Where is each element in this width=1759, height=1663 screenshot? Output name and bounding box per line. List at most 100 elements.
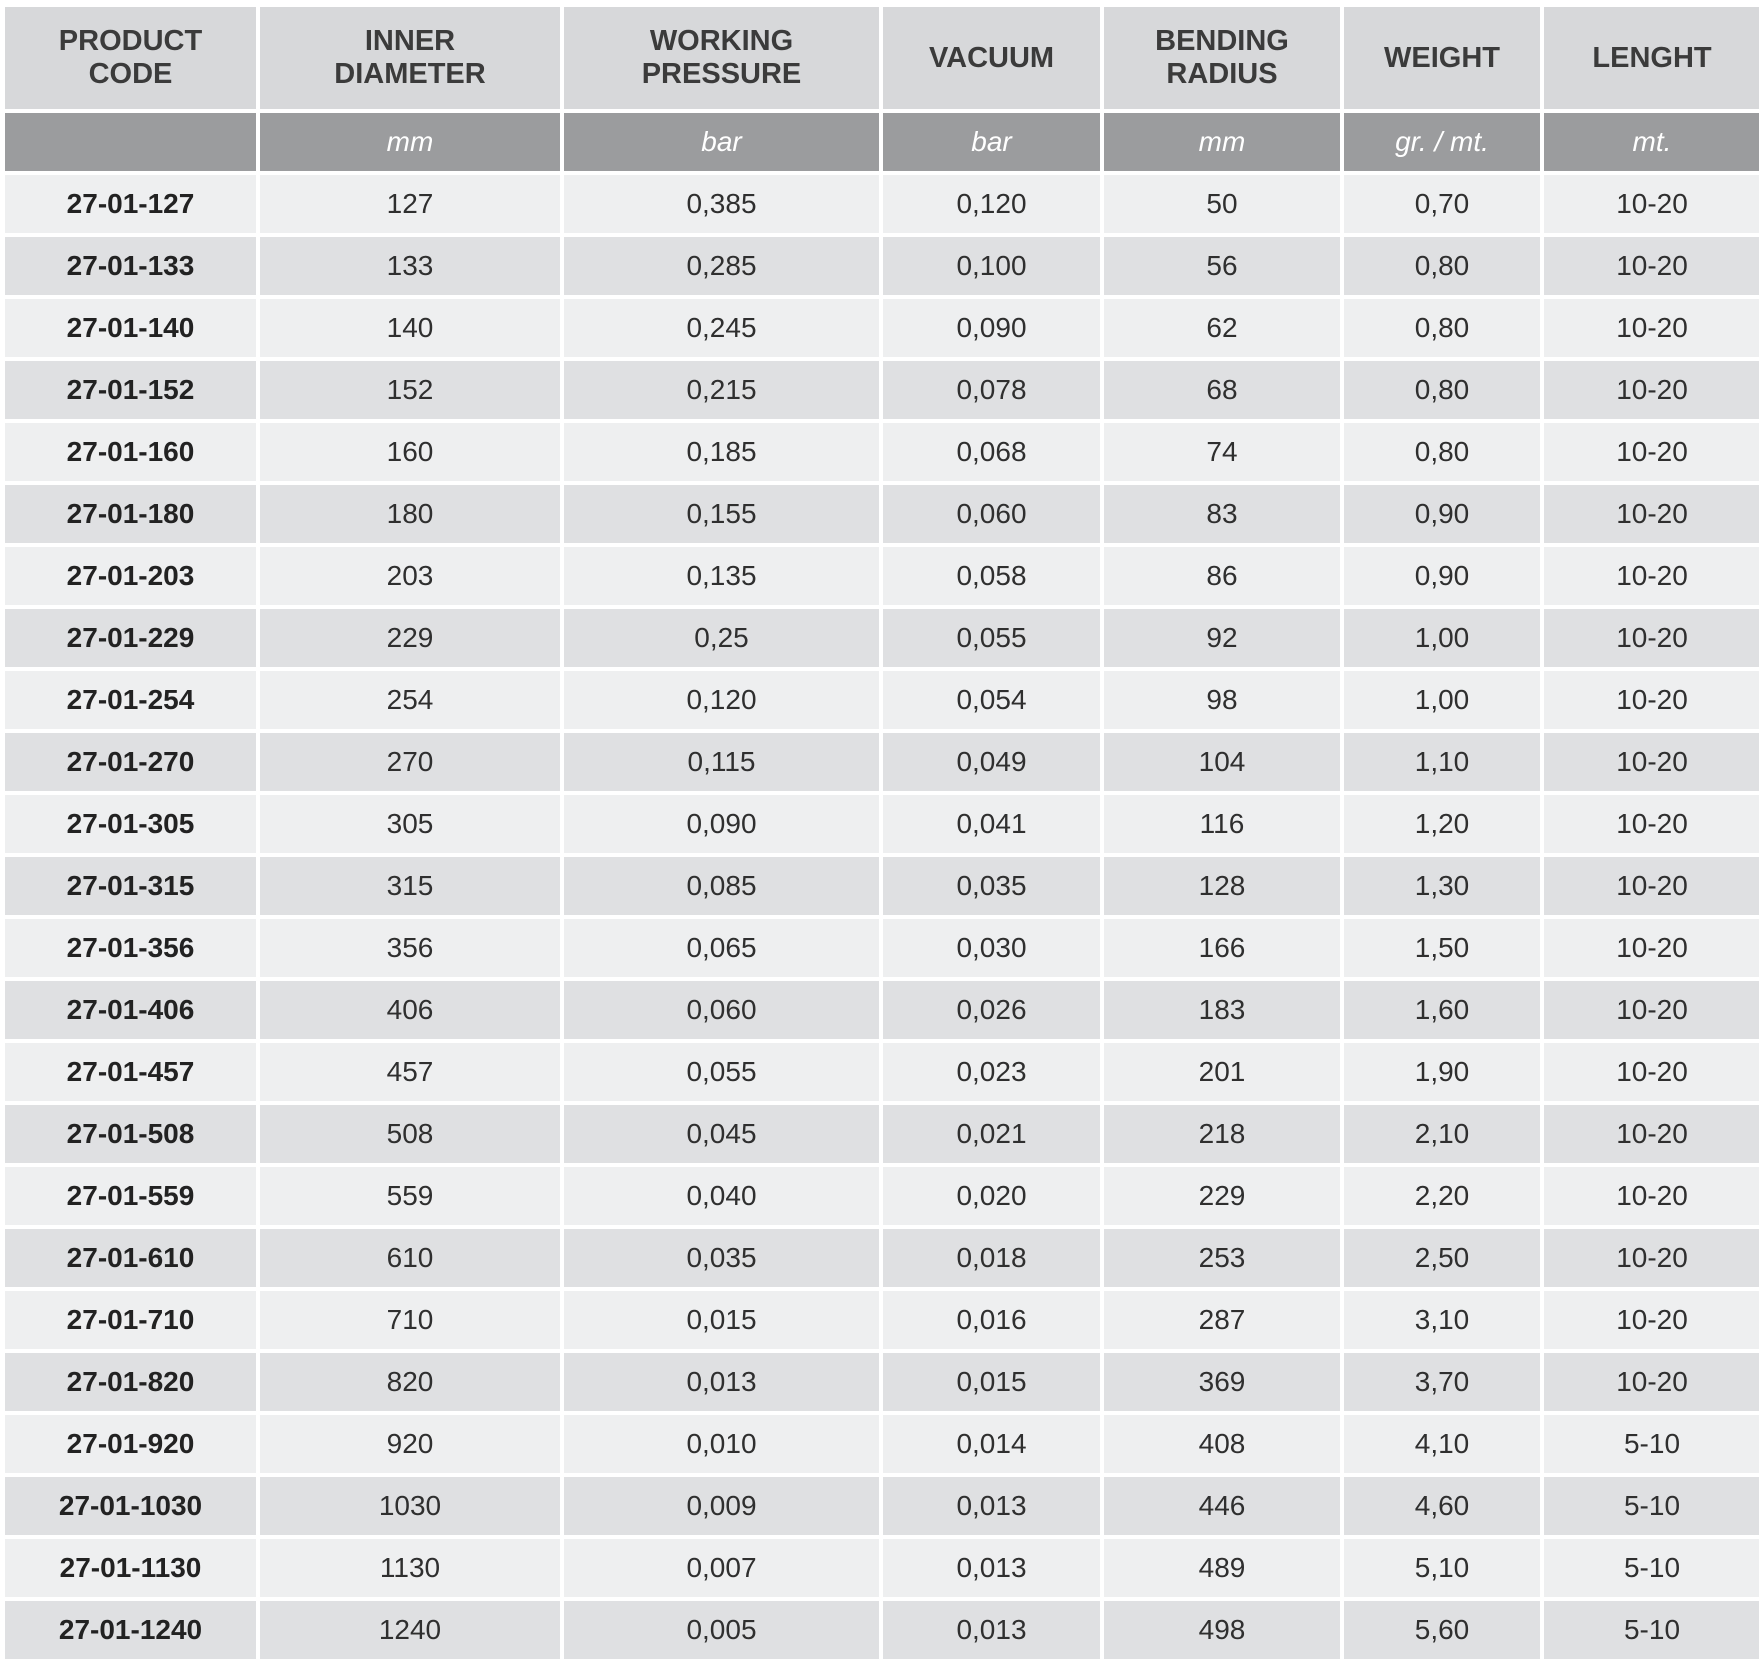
cell-length: 5-10: [1544, 1477, 1759, 1535]
cell-vacuum: 0,020: [883, 1167, 1100, 1225]
cell-bending-radius: 50: [1104, 175, 1340, 233]
cell-working-pressure: 0,090: [564, 795, 879, 853]
table-row: 27-01-203 203 0,135 0,058 86 0,90 10-20: [5, 547, 1759, 605]
table-row: 27-01-315 315 0,085 0,035 128 1,30 10-20: [5, 857, 1759, 915]
cell-length: 10-20: [1544, 857, 1759, 915]
cell-inner-diameter: 610: [260, 1229, 560, 1287]
table-row: 27-01-610 610 0,035 0,018 253 2,50 10-20: [5, 1229, 1759, 1287]
cell-working-pressure: 0,285: [564, 237, 879, 295]
unit-weight: gr. / mt.: [1344, 113, 1540, 171]
cell-bending-radius: 183: [1104, 981, 1340, 1039]
table-row: 27-01-133 133 0,285 0,100 56 0,80 10-20: [5, 237, 1759, 295]
cell-product-code: 27-01-920: [5, 1415, 256, 1473]
cell-inner-diameter: 710: [260, 1291, 560, 1349]
cell-length: 10-20: [1544, 237, 1759, 295]
cell-weight: 5,10: [1344, 1539, 1540, 1597]
cell-working-pressure: 0,155: [564, 485, 879, 543]
cell-vacuum: 0,058: [883, 547, 1100, 605]
cell-product-code: 27-01-180: [5, 485, 256, 543]
cell-product-code: 27-01-457: [5, 1043, 256, 1101]
header-inner-diameter: INNER DIAMETER: [260, 7, 560, 109]
header-weight: WEIGHT: [1344, 7, 1540, 109]
cell-inner-diameter: 356: [260, 919, 560, 977]
cell-bending-radius: 446: [1104, 1477, 1340, 1535]
cell-product-code: 27-01-406: [5, 981, 256, 1039]
cell-weight: 1,50: [1344, 919, 1540, 977]
cell-product-code: 27-01-356: [5, 919, 256, 977]
cell-product-code: 27-01-559: [5, 1167, 256, 1225]
cell-weight: 1,90: [1344, 1043, 1540, 1101]
cell-vacuum: 0,013: [883, 1539, 1100, 1597]
cell-inner-diameter: 1030: [260, 1477, 560, 1535]
cell-inner-diameter: 180: [260, 485, 560, 543]
cell-vacuum: 0,018: [883, 1229, 1100, 1287]
cell-bending-radius: 369: [1104, 1353, 1340, 1411]
table-row: 27-01-820 820 0,013 0,015 369 3,70 10-20: [5, 1353, 1759, 1411]
cell-length: 10-20: [1544, 1105, 1759, 1163]
cell-inner-diameter: 457: [260, 1043, 560, 1101]
cell-inner-diameter: 127: [260, 175, 560, 233]
cell-bending-radius: 83: [1104, 485, 1340, 543]
cell-working-pressure: 0,085: [564, 857, 879, 915]
units-row: mm bar bar mm gr. / mt. mt.: [5, 113, 1759, 171]
cell-working-pressure: 0,135: [564, 547, 879, 605]
cell-bending-radius: 128: [1104, 857, 1340, 915]
cell-inner-diameter: 508: [260, 1105, 560, 1163]
cell-product-code: 27-01-315: [5, 857, 256, 915]
cell-vacuum: 0,068: [883, 423, 1100, 481]
cell-vacuum: 0,120: [883, 175, 1100, 233]
header-length: LENGHT: [1544, 7, 1759, 109]
cell-bending-radius: 56: [1104, 237, 1340, 295]
cell-vacuum: 0,060: [883, 485, 1100, 543]
cell-length: 10-20: [1544, 1229, 1759, 1287]
cell-inner-diameter: 1240: [260, 1601, 560, 1659]
header-vacuum: VACUUM: [883, 7, 1100, 109]
table-row: 27-01-140 140 0,245 0,090 62 0,80 10-20: [5, 299, 1759, 357]
table-row: 27-01-559 559 0,040 0,020 229 2,20 10-20: [5, 1167, 1759, 1225]
cell-inner-diameter: 254: [260, 671, 560, 729]
cell-weight: 3,70: [1344, 1353, 1540, 1411]
cell-weight: 3,10: [1344, 1291, 1540, 1349]
cell-vacuum: 0,016: [883, 1291, 1100, 1349]
table-row: 27-01-1130 1130 0,007 0,013 489 5,10 5-10: [5, 1539, 1759, 1597]
unit-length: mt.: [1544, 113, 1759, 171]
cell-vacuum: 0,013: [883, 1477, 1100, 1535]
cell-working-pressure: 0,25: [564, 609, 879, 667]
unit-product-code: [5, 113, 256, 171]
cell-working-pressure: 0,065: [564, 919, 879, 977]
cell-bending-radius: 74: [1104, 423, 1340, 481]
cell-product-code: 27-01-508: [5, 1105, 256, 1163]
cell-inner-diameter: 820: [260, 1353, 560, 1411]
cell-bending-radius: 218: [1104, 1105, 1340, 1163]
cell-product-code: 27-01-710: [5, 1291, 256, 1349]
cell-product-code: 27-01-133: [5, 237, 256, 295]
cell-weight: 0,90: [1344, 547, 1540, 605]
cell-vacuum: 0,055: [883, 609, 1100, 667]
cell-working-pressure: 0,245: [564, 299, 879, 357]
cell-inner-diameter: 203: [260, 547, 560, 605]
cell-bending-radius: 489: [1104, 1539, 1340, 1597]
cell-working-pressure: 0,215: [564, 361, 879, 419]
cell-inner-diameter: 559: [260, 1167, 560, 1225]
cell-product-code: 27-01-140: [5, 299, 256, 357]
cell-length: 10-20: [1544, 1167, 1759, 1225]
cell-inner-diameter: 270: [260, 733, 560, 791]
cell-inner-diameter: 305: [260, 795, 560, 853]
cell-product-code: 27-01-1030: [5, 1477, 256, 1535]
table-row: 27-01-270 270 0,115 0,049 104 1,10 10-20: [5, 733, 1759, 791]
table-body: 27-01-127 127 0,385 0,120 50 0,70 10-20 27-01-1…: [5, 175, 1759, 1659]
cell-vacuum: 0,023: [883, 1043, 1100, 1101]
cell-working-pressure: 0,013: [564, 1353, 879, 1411]
cell-vacuum: 0,030: [883, 919, 1100, 977]
unit-inner-diameter: mm: [260, 113, 560, 171]
cell-inner-diameter: 315: [260, 857, 560, 915]
cell-length: 10-20: [1544, 485, 1759, 543]
cell-inner-diameter: 160: [260, 423, 560, 481]
cell-product-code: 27-01-127: [5, 175, 256, 233]
unit-working-pressure: bar: [564, 113, 879, 171]
cell-working-pressure: 0,120: [564, 671, 879, 729]
cell-weight: 2,20: [1344, 1167, 1540, 1225]
table-row: 27-01-160 160 0,185 0,068 74 0,80 10-20: [5, 423, 1759, 481]
cell-length: 10-20: [1544, 609, 1759, 667]
cell-weight: 0,80: [1344, 237, 1540, 295]
